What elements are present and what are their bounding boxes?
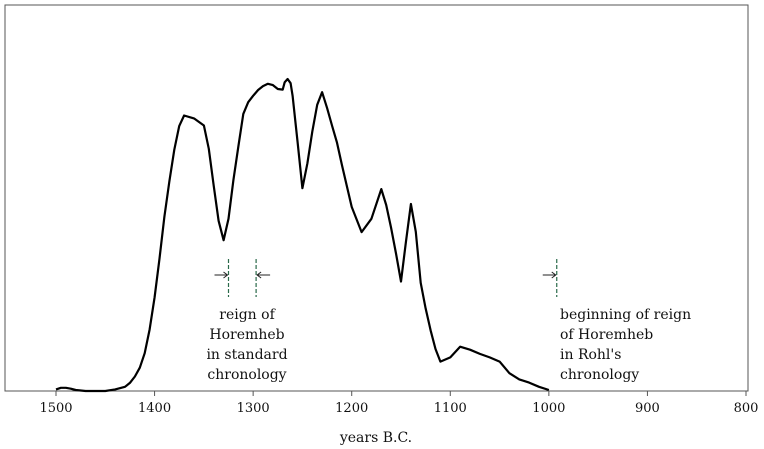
annotation-text-line: reign of	[219, 307, 276, 323]
x-tick-label: 1000	[532, 401, 565, 416]
annotation-arrowhead	[256, 271, 262, 279]
x-tick-label: 1200	[335, 401, 368, 416]
x-axis-ticks: 1500 1400 1300 1200 1100 1000 900 800	[39, 391, 758, 416]
x-tick-label: 1300	[237, 401, 270, 416]
annotation-text-line: in Rohl's	[560, 347, 621, 363]
series-line	[55, 77, 550, 393]
x-tick-label: 800	[734, 401, 759, 416]
x-tick-label: 1100	[434, 401, 467, 416]
annotation-arrowhead	[551, 271, 557, 279]
x-tick-label: 1500	[39, 401, 72, 416]
annotation-text-line: Horemheb	[209, 327, 284, 343]
annotation-standard: reign of Horemheb in standard chronology	[206, 259, 288, 383]
x-tick-label: 1400	[138, 401, 171, 416]
plot-frame	[4, 4, 749, 392]
annotation-arrowhead	[223, 271, 229, 279]
x-axis-title: years B.C.	[339, 430, 412, 446]
annotation-text-line: of Horemheb	[560, 327, 653, 343]
annotation-rohl: beginning of reign of Horemheb in Rohl's ch…	[542, 259, 691, 383]
annotation-text-line: beginning of reign	[560, 307, 691, 323]
annotation-text-line: in standard	[206, 347, 287, 363]
annotation-text-line: chronology	[560, 367, 639, 383]
x-tick-label: 900	[635, 401, 660, 416]
annotation-text-line: chronology	[207, 367, 286, 383]
